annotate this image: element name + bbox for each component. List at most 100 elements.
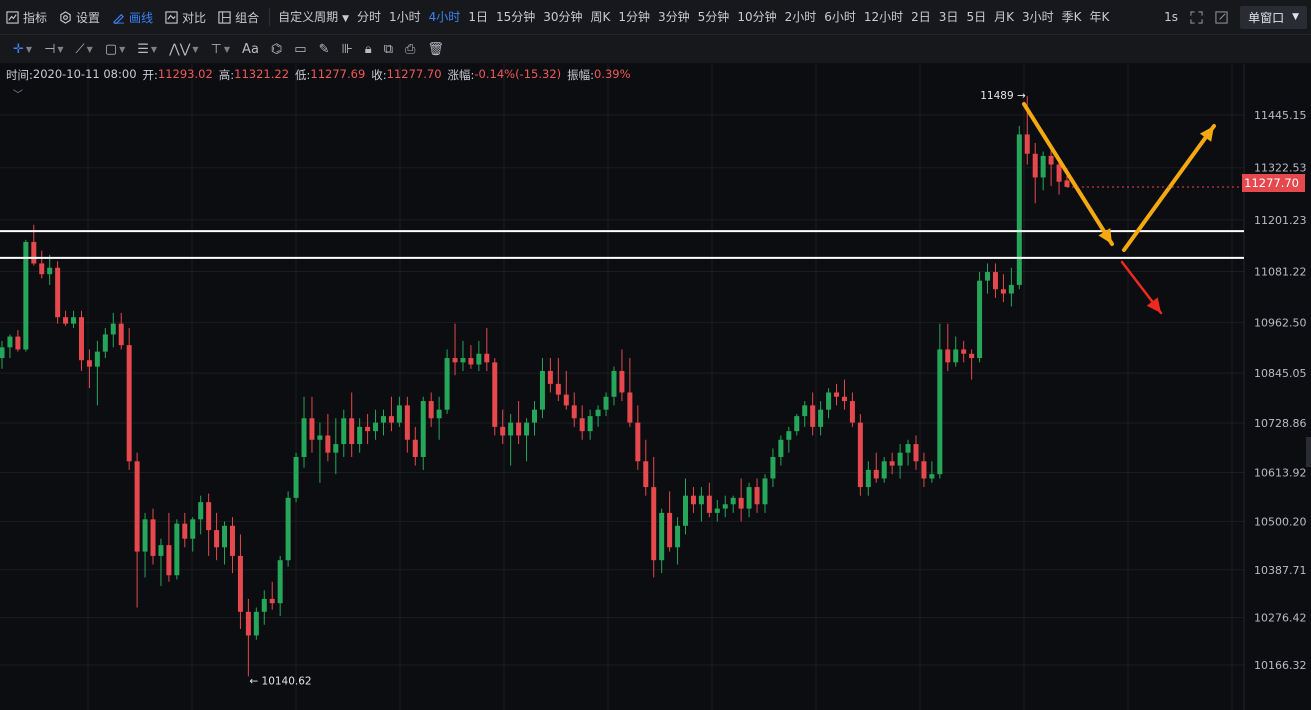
candle-body bbox=[55, 267, 61, 318]
period-3[interactable]: 1日 bbox=[468, 10, 488, 24]
candle-body bbox=[929, 474, 935, 479]
period-4[interactable]: 15分钟 bbox=[495, 10, 536, 24]
candle-body bbox=[142, 519, 148, 552]
period-19[interactable]: 季K bbox=[1061, 10, 1082, 24]
layout-label: 组合 bbox=[235, 10, 260, 25]
period-16[interactable]: 5日 bbox=[966, 10, 987, 24]
candle-body bbox=[881, 461, 887, 479]
copy-icon: ⧉ bbox=[383, 41, 394, 57]
period-11[interactable]: 2小时 bbox=[784, 10, 817, 24]
period-13[interactable]: 12小时 bbox=[863, 10, 904, 24]
compare-button[interactable]: 对比 bbox=[159, 0, 212, 34]
layout-button[interactable]: 组合 bbox=[212, 0, 265, 34]
candle-body bbox=[237, 555, 243, 612]
compare-label: 对比 bbox=[182, 10, 207, 25]
text-tool[interactable]: Aa bbox=[237, 35, 264, 63]
toolbar-divider bbox=[269, 8, 271, 26]
candle-body bbox=[63, 317, 69, 324]
parallel-lines-tool[interactable]: ☰ ▼ bbox=[132, 35, 162, 63]
chevron-down-icon: ▼ bbox=[86, 44, 93, 54]
screenshot-tool[interactable]: ⎙ bbox=[400, 35, 420, 63]
candle-body bbox=[675, 525, 681, 548]
trash-tool[interactable]: 🗑︎ bbox=[422, 35, 449, 63]
candle-body bbox=[261, 598, 267, 612]
candle-body bbox=[1024, 134, 1030, 154]
time-label: 时间: bbox=[6, 68, 33, 82]
candle-body bbox=[603, 396, 609, 410]
window-mode-dropdown[interactable]: 单窗口 ▼ bbox=[1240, 5, 1307, 29]
candle-body bbox=[611, 370, 617, 397]
indicator-button[interactable]: 指标 bbox=[0, 0, 53, 34]
period-2[interactable]: 4小时 bbox=[428, 10, 461, 24]
period-7[interactable]: 1分钟 bbox=[618, 10, 651, 24]
chevron-down-icon: ▼ bbox=[119, 44, 126, 54]
collapse-info-icon[interactable]: ﹀ bbox=[13, 90, 23, 101]
period-10[interactable]: 10分钟 bbox=[737, 10, 777, 24]
candle-body bbox=[889, 461, 895, 466]
fullscreen-icon[interactable] bbox=[1190, 10, 1203, 24]
scroll-handle[interactable] bbox=[1306, 437, 1311, 467]
horizontal-line-tool[interactable]: ⊣ ▼ bbox=[39, 35, 68, 63]
period-18[interactable]: 3小时 bbox=[1021, 10, 1054, 24]
candle-body bbox=[460, 358, 466, 363]
candle-body bbox=[834, 392, 840, 397]
low-label: 低: bbox=[295, 68, 311, 82]
copy-tool[interactable]: ⧉ bbox=[379, 35, 398, 63]
crosshair-tool[interactable]: ✛ ▼ bbox=[8, 35, 37, 63]
popout-icon[interactable] bbox=[1215, 10, 1228, 24]
candle-body bbox=[214, 530, 220, 548]
candle-body bbox=[245, 611, 251, 636]
low-value: 11277.69 bbox=[310, 67, 366, 81]
period-6[interactable]: 周K bbox=[590, 10, 611, 24]
top-toolbar: 指标 设置 画线 对比 组合 自定义周期 ▼ 分时 1小时 4小时 1日 15分钟 30分钟… bbox=[0, 0, 1311, 35]
brush-tool[interactable]: ✎ bbox=[314, 35, 335, 63]
candle-body bbox=[373, 422, 379, 432]
period-17[interactable]: 月K bbox=[994, 10, 1014, 24]
y-axis-tick-label: 10500.20 bbox=[1254, 515, 1307, 528]
candle-body bbox=[579, 418, 585, 432]
candle-body bbox=[913, 444, 919, 462]
period-9[interactable]: 5分钟 bbox=[697, 10, 730, 24]
y-axis-tick-label: 10387.71 bbox=[1254, 564, 1307, 577]
candle-body bbox=[698, 495, 704, 505]
period-1[interactable]: 1小时 bbox=[389, 10, 421, 24]
candle-body bbox=[301, 418, 307, 457]
period-12[interactable]: 6小时 bbox=[824, 10, 856, 24]
indicator-label: 指标 bbox=[23, 10, 48, 25]
measure-tool[interactable]: ⊤ ▼ bbox=[206, 35, 235, 63]
candle-body bbox=[722, 504, 728, 509]
change-value: -0.14%(-15.32) bbox=[474, 67, 562, 81]
custom-period-dropdown[interactable]: 自定义周期 ▼ bbox=[274, 0, 353, 34]
candle-body bbox=[365, 426, 371, 432]
candle-body bbox=[770, 456, 776, 479]
fib-tool[interactable]: ⌬ bbox=[266, 35, 287, 63]
period-0[interactable]: 分时 bbox=[357, 10, 382, 24]
open-label: 开: bbox=[142, 68, 158, 82]
ruler-tool[interactable]: ▭ bbox=[289, 35, 311, 63]
settings-button[interactable]: 设置 bbox=[53, 0, 106, 34]
down-arrow-orange-head bbox=[1098, 228, 1112, 244]
lock-tool[interactable]: 🔒︎ bbox=[360, 35, 377, 63]
period-20[interactable]: 年K bbox=[1089, 10, 1110, 24]
candle-body bbox=[547, 370, 553, 384]
candle-body bbox=[47, 267, 53, 275]
y-axis-tick-label: 11201.23 bbox=[1254, 214, 1307, 227]
candle-body bbox=[555, 383, 561, 395]
candle-body bbox=[1040, 155, 1046, 178]
candle-body bbox=[269, 598, 275, 604]
rectangle-tool[interactable]: ▢ ▼ bbox=[100, 35, 130, 63]
period-15[interactable]: 3日 bbox=[938, 10, 959, 24]
period-5[interactable]: 30分钟 bbox=[543, 10, 583, 24]
candle-body bbox=[865, 469, 871, 488]
refresh-interval[interactable]: 1s bbox=[1164, 10, 1179, 24]
candle-body bbox=[15, 336, 21, 350]
period-14[interactable]: 2日 bbox=[911, 10, 931, 24]
period-8[interactable]: 3分钟 bbox=[658, 10, 690, 24]
candle-body bbox=[563, 394, 569, 406]
trend-line-tool[interactable]: ⟋ ▼ bbox=[71, 35, 98, 63]
draw-line-button[interactable]: 画线 bbox=[106, 0, 159, 34]
magnet-tool[interactable]: ⊪ bbox=[336, 35, 357, 63]
candle-body bbox=[94, 351, 100, 367]
pattern-tool[interactable]: ⋀⋁ ▼ bbox=[164, 35, 203, 63]
